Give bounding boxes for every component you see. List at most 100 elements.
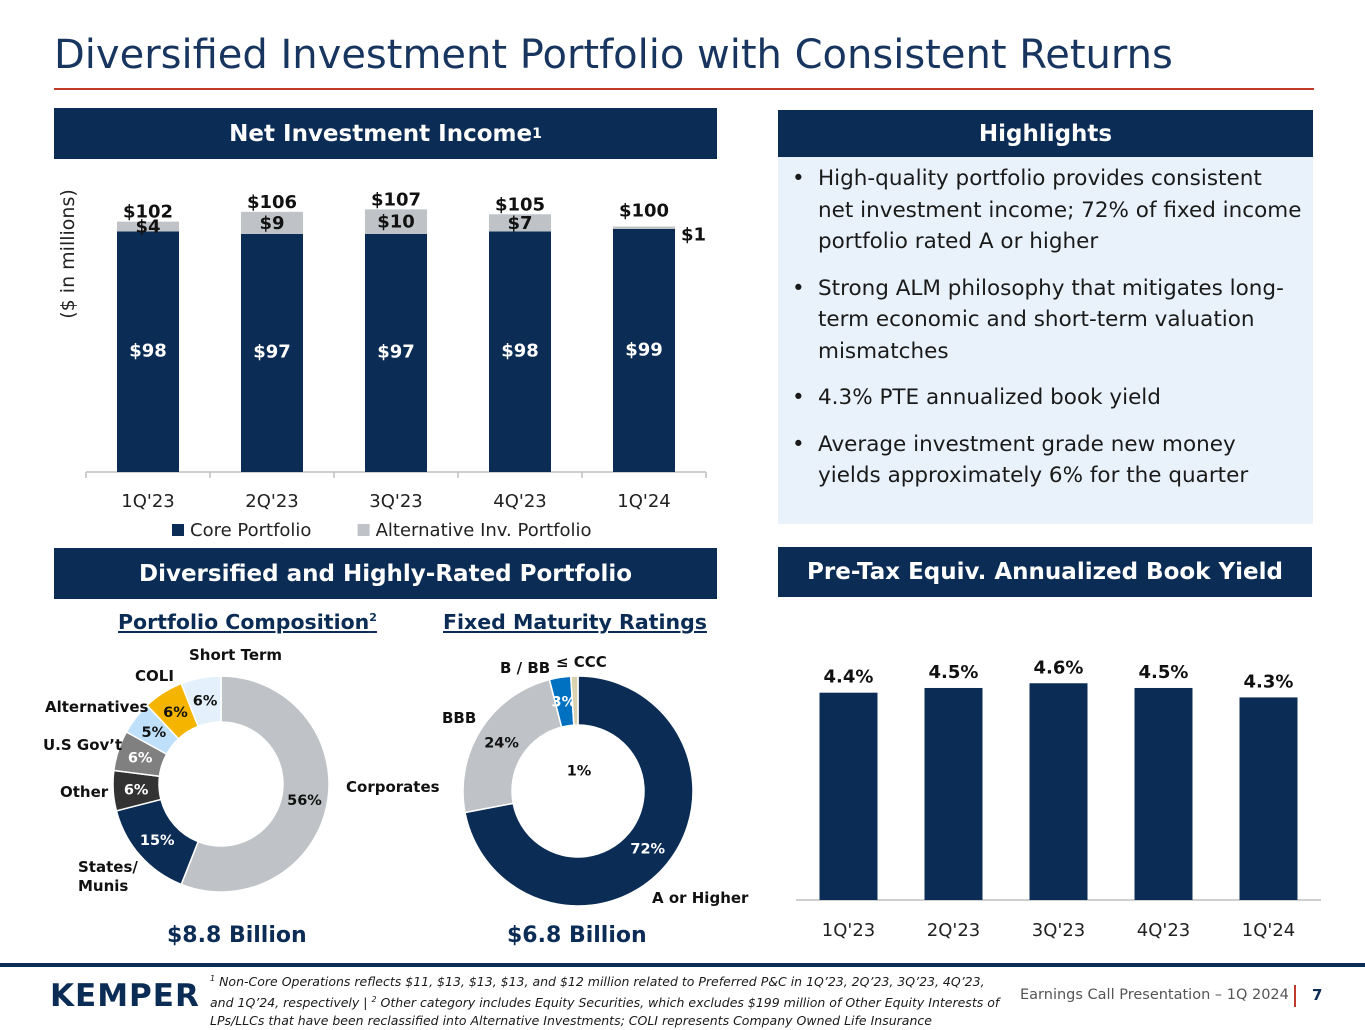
x-tick-label: 2Q'23 <box>927 920 980 941</box>
ratings-total: $6.8 Billion <box>507 923 647 948</box>
donut-slice <box>569 675 579 726</box>
x-tick-label: 1Q'24 <box>617 491 670 512</box>
footer-rule <box>0 963 1365 967</box>
x-tick-label: 3Q'23 <box>1032 920 1085 941</box>
composition-title: Portfolio Composition2 <box>118 610 377 634</box>
data-label-core: $98 <box>501 341 539 362</box>
bar-book-yield <box>1134 687 1193 900</box>
slice-category-label: COLI <box>135 667 174 685</box>
bar-alternative-portfolio <box>613 226 675 229</box>
data-label-alternative: $9 <box>259 213 284 234</box>
data-label-total: $100 <box>619 201 669 222</box>
book-yield-bar-chart: 4.4% 1Q'23 4.5% 2Q'23 4.6% 3Q'23 4.5% 4Q'23 4.3%… <box>796 657 1321 941</box>
slice-category-label: States/ <box>78 858 138 876</box>
highlight-item: 4.3% PTE annualized book yield <box>792 382 1303 414</box>
x-tick-label: 4Q'23 <box>1137 920 1190 941</box>
x-tick-label: 1Q'23 <box>121 491 174 512</box>
portfolio-header: Diversified and Highly-Rated Portfolio <box>54 548 717 599</box>
x-tick-label: 1Q'23 <box>822 920 875 941</box>
bar-book-yield <box>1029 683 1088 900</box>
bar-book-yield <box>924 687 983 900</box>
slice-value-label: 1% <box>567 764 592 780</box>
slice-category-label: Other <box>60 783 109 801</box>
highlights-header: Highlights <box>778 110 1313 157</box>
donut-slice <box>180 675 222 728</box>
data-label-alternative: $4 <box>135 217 160 238</box>
nii-header: Net Investment Income 1 <box>54 108 717 159</box>
yield-header: Pre-Tax Equiv. Annualized Book Yield <box>778 547 1312 597</box>
data-label-core: $98 <box>129 341 167 362</box>
footer-separator <box>1294 985 1296 1007</box>
page-number: 7 <box>1312 986 1323 1004</box>
slide-title: Diversified Investment Portfolio with Co… <box>54 32 1173 78</box>
highlight-item: High-quality portfolio provides consiste… <box>792 163 1303 258</box>
data-label-yield: 4.3% <box>1244 671 1294 692</box>
x-tick-label: 1Q'24 <box>1242 920 1295 941</box>
slice-category-label: Munis <box>78 877 128 895</box>
bar-alternative-portfolio <box>241 211 303 234</box>
data-label-core: $97 <box>253 342 291 363</box>
kemper-logo: KEMPER <box>50 978 200 1014</box>
footnote-marker: 2 <box>371 995 377 1005</box>
data-label-yield: 4.6% <box>1034 657 1084 678</box>
data-label-yield: 4.4% <box>824 667 874 688</box>
data-label-total: $105 <box>495 194 545 215</box>
donut-slice <box>180 675 330 893</box>
footnote-text-1: Non-Core Operations reflects $11, $13, $… <box>210 974 985 1011</box>
highlights-list: High-quality portfolio provides consiste… <box>778 157 1313 492</box>
title-underline <box>54 88 1314 90</box>
highlight-item: Strong ALM philosophy that mitigates lon… <box>792 273 1303 368</box>
x-tick-label: 2Q'23 <box>245 491 298 512</box>
slice-category-label: BBB <box>442 709 476 727</box>
slice-category-label: U.S Gov’t <box>43 736 122 754</box>
data-label-core: $97 <box>377 342 415 363</box>
nii-stacked-bar-chart: $98 $4$102 1Q'23 $97 $9$106 2Q'23 $97 $10$107 3Q… <box>57 189 707 541</box>
presentation-name: Earnings Call Presentation – 1Q 2024 <box>1020 987 1289 1003</box>
composition-title-text: Portfolio Composition <box>118 610 370 634</box>
legend-swatch <box>172 524 184 536</box>
legend-label: Alternative Inv. Portfolio <box>376 520 592 541</box>
slice-value-label: 72% <box>630 842 665 858</box>
slice-value-label: 3% <box>552 695 577 711</box>
data-label-core: $99 <box>625 339 663 360</box>
bar-book-yield <box>1239 697 1298 900</box>
slice-value-label: 56% <box>287 793 322 809</box>
bar-core-portfolio <box>241 233 303 472</box>
nii-title: Net Investment Income <box>229 120 533 147</box>
fixed-maturity-ratings-donut: 72% A or Higher 24% BBB 3% B / BB 1% ≤ CCC <box>442 653 749 907</box>
data-label-alternative: $1 <box>681 225 706 246</box>
donut-slice <box>464 675 694 907</box>
data-label-yield: 4.5% <box>1139 662 1189 683</box>
bar-alternative-portfolio <box>365 209 427 234</box>
slice-category-label: ≤ CCC <box>556 653 607 671</box>
x-tick-label: 4Q'23 <box>493 491 546 512</box>
x-tick-label: 3Q'23 <box>369 491 422 512</box>
bar-core-portfolio <box>365 233 427 472</box>
ratings-title: Fixed Maturity Ratings <box>443 610 707 634</box>
data-label-alternative: $10 <box>377 212 415 233</box>
slice-value-label: 6% <box>128 751 153 767</box>
composition-total: $8.8 Billion <box>167 923 307 948</box>
slice-value-label: 5% <box>142 725 167 741</box>
slice-category-label: Alternatives <box>45 698 149 716</box>
slice-value-label: 24% <box>484 736 519 752</box>
slice-value-label: 6% <box>193 694 218 710</box>
portfolio-composition-donut: 56% Corporates 15%States/Munis 6% Other 6% U.S… <box>43 646 440 895</box>
data-label-yield: 4.5% <box>929 662 979 683</box>
slice-value-label: 15% <box>140 833 175 849</box>
slice-category-label: A or Higher <box>652 889 749 907</box>
slice-value-label: 6% <box>124 782 149 798</box>
footnote: 1 Non-Core Operations reflects $11, $13,… <box>210 970 1010 1030</box>
data-label-total: $107 <box>371 189 421 210</box>
bar-alternative-portfolio <box>117 221 179 232</box>
data-label-alternative: $7 <box>507 213 532 234</box>
y-axis-label: ($ in millions) <box>57 189 79 319</box>
slice-category-label: Short Term <box>189 646 282 664</box>
composition-footnote-ref: 2 <box>369 611 377 625</box>
slice-category-label: B / BB <box>500 659 550 677</box>
bar-core-portfolio <box>489 231 551 472</box>
highlights-panel: High-quality portfolio provides consiste… <box>778 157 1313 524</box>
bar-alternative-portfolio <box>489 214 551 232</box>
highlight-item: Average investment grade new money yield… <box>792 429 1303 492</box>
legend-label: Core Portfolio <box>190 520 311 541</box>
